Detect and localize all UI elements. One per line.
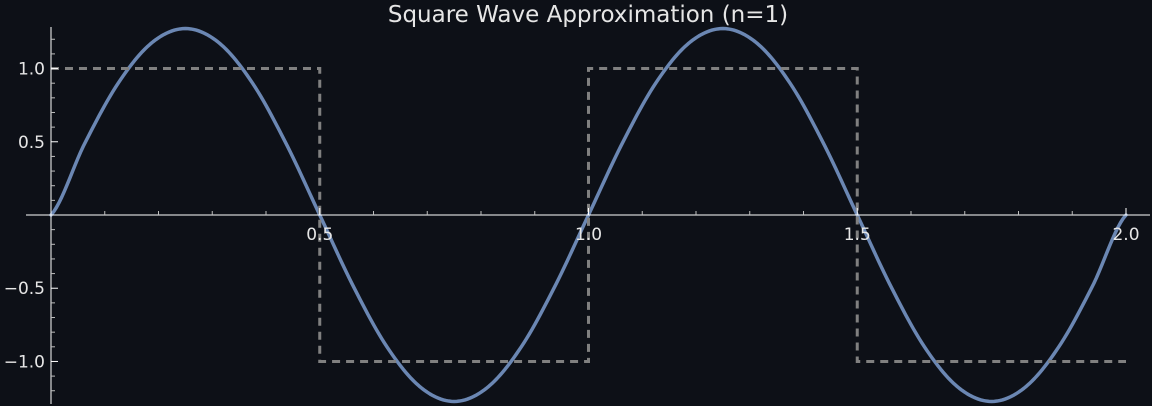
x-tick-label: 2.0 <box>1112 225 1139 245</box>
x-tick-label: 0.5 <box>306 225 333 245</box>
tick-labels: 0.5 1.0 1.5 2.0 −1.0 −0.5 0.5 1.0 <box>4 60 1140 373</box>
y-tick-label: 1.0 <box>18 60 45 80</box>
x-tick-label: 1.5 <box>844 225 871 245</box>
chart-title: Square Wave Approximation (n=1) <box>388 2 788 28</box>
y-tick-label: −0.5 <box>4 279 45 299</box>
y-tick-label: 0.5 <box>18 133 45 153</box>
x-tick-label: 1.0 <box>575 225 602 245</box>
axes-layer <box>26 27 1150 404</box>
y-tick-label: −1.0 <box>4 352 45 372</box>
